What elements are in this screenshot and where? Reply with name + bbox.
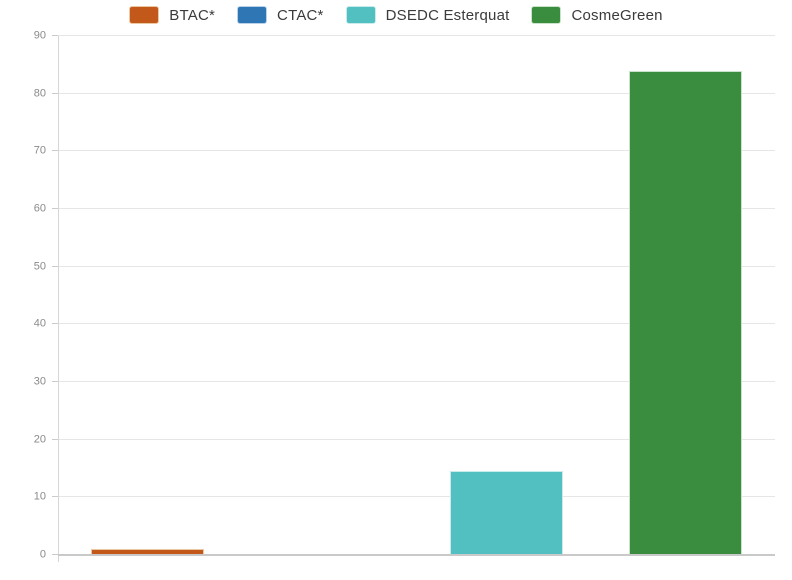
y-axis-tick-0 <box>52 554 58 555</box>
gridline-10 <box>58 496 775 498</box>
legend-label-btac: BTAC* <box>169 6 216 24</box>
y-axis-tick-60 <box>52 208 58 209</box>
gridline-40 <box>58 323 775 325</box>
y-axis-tick-40 <box>52 323 58 325</box>
y-axis-label-70: 70 <box>33 144 46 157</box>
y-axis-line <box>58 36 59 562</box>
y-axis-label-50: 50 <box>33 260 46 273</box>
y-axis-label-80: 80 <box>33 87 46 100</box>
chart-legend: BTAC* CTAC* DSEDC Esterquat CosmeGreen <box>0 6 792 24</box>
legend-swatch-dsedc-esterquat <box>345 6 376 24</box>
y-axis-label-30: 30 <box>33 375 46 388</box>
y-axis-label-90: 90 <box>33 29 46 42</box>
plot-area: 0 10 20 30 40 50 60 70 80 90 <box>34 30 775 562</box>
legend-swatch-btac <box>129 6 160 24</box>
legend-item-ctac[interactable]: CTAC* <box>237 6 324 24</box>
gridline-70 <box>58 150 775 152</box>
legend-item-dsedc-esterquat[interactable]: DSEDC Esterquat <box>345 6 510 24</box>
y-axis-label-20: 20 <box>33 433 46 446</box>
legend-swatch-cosmegreen <box>531 6 562 24</box>
legend-label-dsedc-esterquat: DSEDC Esterquat <box>385 6 510 24</box>
gridline-90 <box>58 35 775 36</box>
y-axis-label-10: 10 <box>33 490 46 503</box>
y-axis-tick-70 <box>52 150 58 152</box>
y-axis-tick-20 <box>52 438 58 440</box>
y-axis-tick-10 <box>52 496 58 498</box>
gridline-30 <box>58 381 775 382</box>
legend-label-ctac: CTAC* <box>277 6 324 24</box>
y-axis-label-60: 60 <box>33 202 46 215</box>
legend-label-cosmegreen: CosmeGreen <box>571 6 663 24</box>
gridline-80 <box>58 92 775 94</box>
legend-swatch-ctac <box>237 6 268 24</box>
y-axis-tick-90 <box>52 35 58 36</box>
bar-dsedc-esterquat <box>449 471 563 555</box>
legend-item-cosmegreen[interactable]: CosmeGreen <box>531 6 662 24</box>
y-axis-tick-30 <box>52 381 58 382</box>
gridline-0 <box>58 554 775 556</box>
y-axis-tick-50 <box>52 265 58 267</box>
y-axis-label-40: 40 <box>33 317 46 330</box>
gridline-60 <box>58 208 775 209</box>
bar-btac <box>91 548 205 555</box>
legend-item-btac[interactable]: BTAC* <box>129 6 215 24</box>
bar-cosmegreen <box>628 70 742 555</box>
gridline-50 <box>58 265 775 267</box>
gridline-20 <box>58 438 775 440</box>
y-axis-label-0: 0 <box>39 548 46 561</box>
y-axis-tick-80 <box>52 92 58 94</box>
